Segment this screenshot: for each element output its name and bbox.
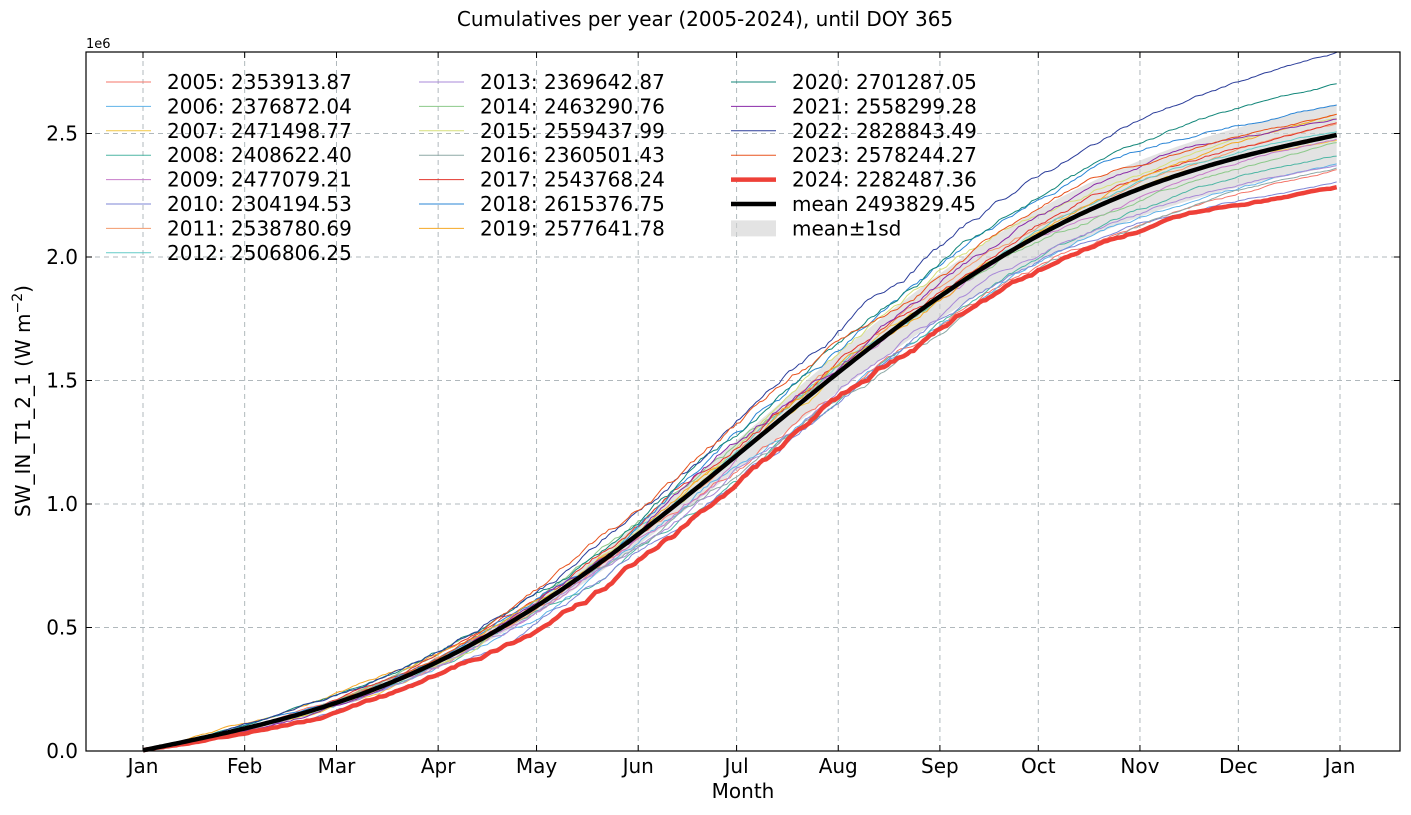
legend-label-series-2010: 2010: 2304194.53 (167, 192, 352, 216)
x-tick-label: Jan (126, 754, 159, 778)
y-tick-label: 2.0 (46, 245, 78, 269)
x-axis-label: Month (712, 779, 775, 803)
legend-label-series-2013: 2013: 2369642.87 (480, 70, 665, 94)
legend-label-series-2017: 2017: 2543768.24 (480, 168, 665, 192)
legend-label-series-2008: 2008: 2408622.40 (167, 143, 352, 167)
chart-title: Cumulatives per year (2005-2024), until … (457, 7, 953, 31)
x-tick-label: Dec (1219, 754, 1258, 778)
legend-label-series-2021: 2021: 2558299.28 (792, 94, 977, 118)
y-axis-label-superscript: −2 (10, 293, 26, 314)
x-tick-label: May (516, 754, 558, 778)
series-line-2022 (142, 51, 1337, 752)
x-tick-label: Apr (421, 754, 456, 778)
series-line-2016 (142, 167, 1337, 752)
series-line-2024 (142, 184, 1338, 753)
y-tick-label: 0.5 (46, 616, 78, 640)
y-tick-label: 0.0 (46, 739, 78, 763)
y-axis-label: SW_IN_T1_2_1 (W m−2) (10, 285, 35, 517)
legend-label-series-2014: 2014: 2463290.76 (480, 94, 665, 118)
y-axis-ticks: 0.0 0.5 1.0 1.5 2.0 2.5 (46, 122, 1400, 763)
y-tick-label: 1.5 (46, 369, 78, 393)
series-line-2021 (142, 118, 1337, 751)
legend-label-series-2023: 2023: 2578244.27 (792, 143, 977, 167)
x-tick-label: Aug (819, 754, 858, 778)
x-tick-label: Sep (921, 754, 959, 778)
y-tick-label: 2.5 (46, 122, 78, 146)
x-axis-ticks: Jan Feb Mar Apr May Jun Jul Aug Sep Oct Nov Dec Jan (126, 52, 1356, 778)
x-tick-label: Mar (318, 754, 357, 778)
legend-label-series-2018: 2018: 2615376.75 (480, 192, 665, 216)
legend-label-series-2011: 2011: 2538780.69 (167, 216, 352, 240)
mean-layer (142, 132, 1338, 753)
legend-label-series-2012: 2012: 2506806.25 (167, 241, 352, 265)
plot-frame (85, 51, 1401, 752)
legend-label-series-2007: 2007: 2471498.77 (167, 119, 352, 143)
legend-label-series-2024: 2024: 2282487.36 (792, 168, 977, 192)
legend-label-series-2020: 2020: 2701287.05 (792, 70, 977, 94)
legend-label-series-2016: 2016: 2360501.43 (480, 143, 665, 167)
series-line-2017 (142, 122, 1337, 751)
legend-label-series-2019: 2019: 2577641.78 (480, 216, 665, 240)
legend-label-series-2006: 2006: 2376872.04 (167, 94, 352, 118)
x-tick-label: Oct (1021, 754, 1056, 778)
mean-line (142, 132, 1338, 753)
legend-label-series-2022: 2022: 2828843.49 (792, 119, 977, 143)
y-axis-label-main: SW_IN_T1_2_1 (W m (11, 313, 35, 517)
y-axis-label-close: ) (11, 285, 35, 293)
y-tick-label: 1.0 (46, 492, 78, 516)
y-axis-multiplier: 1e6 (86, 37, 111, 52)
legend-swatch-band (731, 220, 776, 237)
legend-label-series-2009: 2009: 2477079.21 (167, 168, 352, 192)
x-tick-label: Jan (1323, 754, 1356, 778)
legend-label-band: mean±1sd (792, 216, 901, 240)
legend-label-series-2015: 2015: 2559437.99 (480, 119, 665, 143)
x-tick-label: Nov (1120, 754, 1159, 778)
legend-label-mean: mean 2493829.45 (792, 192, 976, 216)
x-tick-label: Jul (723, 754, 749, 778)
x-tick-label: Feb (227, 754, 262, 778)
legend-label-series-2005: 2005: 2353913.87 (167, 70, 352, 94)
x-tick-label: Jun (621, 754, 654, 778)
